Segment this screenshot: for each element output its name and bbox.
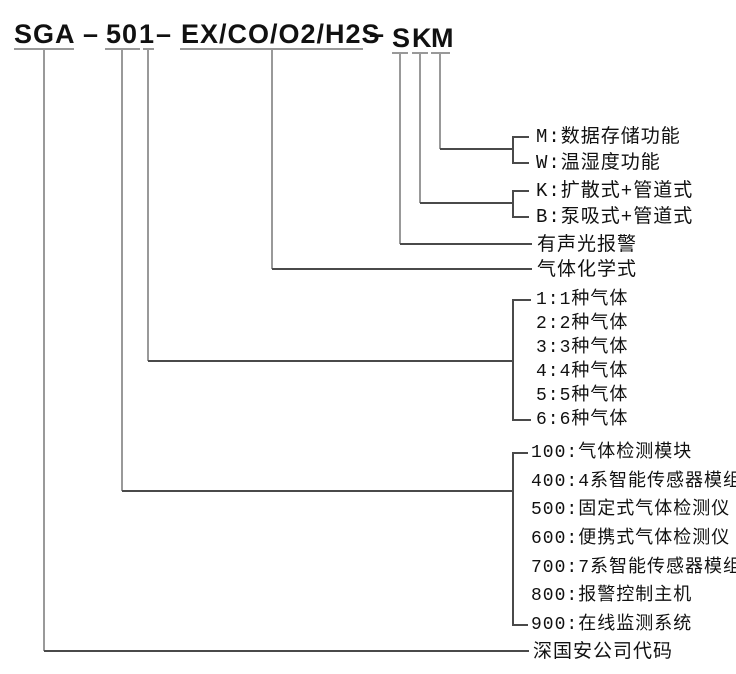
label-function-w: W:温湿度功能 (536, 152, 661, 174)
label-series-800: 800:报警控制主机 (531, 586, 693, 606)
label-function-m: M:数据存储功能 (536, 126, 681, 148)
drop-lines (43, 50, 441, 651)
underline-gas-count (143, 48, 154, 50)
underline-series-digits (105, 48, 140, 50)
label-series-700: 700:7系智能传感器模组 (531, 558, 736, 578)
label-series-600: 600:便携式气体检测仪 (531, 529, 731, 549)
label-gas-count-5: 5:5种气体 (536, 386, 629, 406)
label-gas-count-6: 6:6种气体 (536, 410, 629, 430)
code-gas-count-digit: 1 (139, 19, 156, 49)
label-gas-count-4: 4:4种气体 (536, 362, 629, 382)
underline-company (14, 48, 74, 50)
dash-1: – (83, 19, 100, 49)
underline-gas-formulas (180, 48, 363, 50)
label-series-100: 100:气体检测模块 (531, 443, 693, 463)
label-gas-count-1: 1:1种气体 (536, 290, 629, 310)
code-gas-formulas: EX/CO/O2/H2S (181, 19, 381, 49)
dash-3: – (369, 19, 386, 49)
underline-sampling (412, 52, 428, 54)
code-sampling: K (412, 23, 433, 53)
label-gas-count-2: 2:2种气体 (536, 314, 629, 334)
underline-alarm (392, 52, 408, 54)
code-alarm: S (392, 23, 412, 53)
label-company-code: 深国安公司代码 (533, 641, 674, 663)
label-series-400: 400:4系智能传感器模组 (531, 472, 736, 492)
label-sampling-k: K:扩散式+管道式 (536, 180, 694, 202)
dash-2: – (156, 19, 173, 49)
label-gas-formula: 气体化学式 (537, 259, 638, 281)
code-function: M (431, 23, 455, 53)
label-sampling-b: B:泵吸式+管道式 (536, 206, 694, 228)
label-gas-count-3: 3:3种气体 (536, 338, 629, 358)
label-series-500: 500:固定式气体检测仪 (531, 500, 731, 520)
label-series-900: 900:在线监测系统 (531, 615, 693, 635)
underline-function (431, 52, 450, 54)
label-alarm: 有声光报警 (537, 234, 638, 256)
code-company: SGA (14, 19, 76, 49)
code-series-digits: 50 (106, 19, 139, 49)
branch-lines (44, 136, 532, 652)
